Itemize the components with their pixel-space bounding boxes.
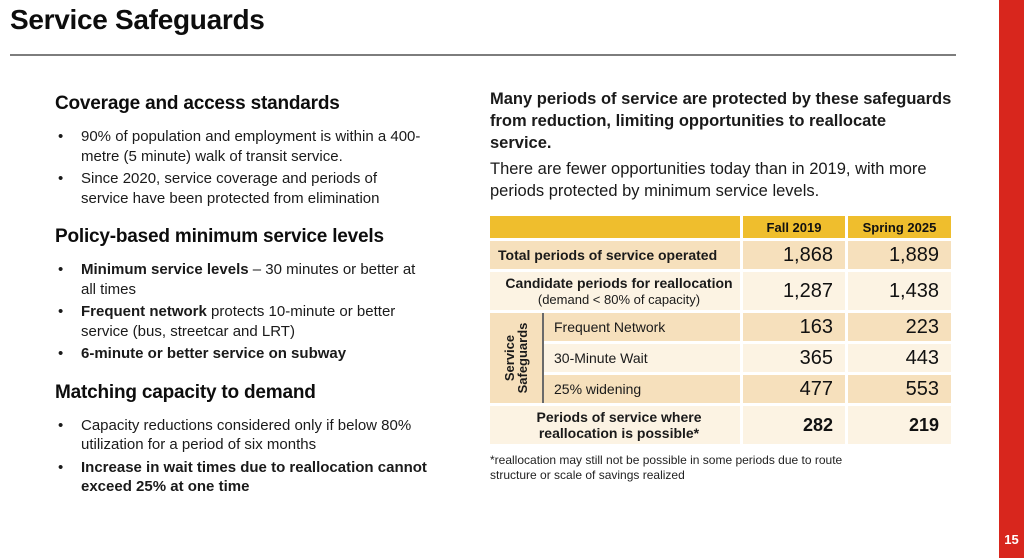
- bullet-item: Minimum service levels – 30 minutes or b…: [55, 260, 427, 299]
- row-candidate-periods: Candidate periods for reallocation (dema…: [490, 272, 951, 310]
- row-label: Total periods of service operated: [490, 241, 740, 269]
- column-header-fall-2019: Fall 2019: [743, 216, 845, 238]
- value-spring-2025: 1,889: [848, 241, 951, 269]
- value-fall-2019: 1,287: [743, 272, 845, 310]
- bullet-list: Minimum service levels – 30 minutes or b…: [55, 260, 465, 364]
- row-reallocation-possible: Periods of service where reallocation is…: [490, 406, 951, 444]
- group-service-safeguards: Service Safeguards Frequent Network 163 …: [490, 313, 951, 403]
- group-divider-line: [542, 313, 544, 403]
- page-number: 15: [1004, 532, 1019, 547]
- group-rows: Frequent Network 163 223 30-Minute Wait …: [544, 313, 951, 403]
- accent-sidebar: 15: [999, 0, 1024, 558]
- row-label: 25% widening: [544, 375, 740, 403]
- row-frequent-network: Frequent Network 163 223: [544, 313, 951, 341]
- value-spring-2025: 443: [848, 344, 951, 372]
- row-label: Periods of service where reallocation is…: [490, 406, 740, 444]
- table-footnote: *reallocation may still not be possible …: [490, 453, 843, 482]
- row-label: Frequent Network: [544, 313, 740, 341]
- row-label: 30-Minute Wait: [544, 344, 740, 372]
- value-spring-2025: 1,438: [848, 272, 951, 310]
- section-heading: Matching capacity to demand: [55, 381, 316, 403]
- row-25-percent-widening: 25% widening 477 553: [544, 375, 951, 403]
- page-title: Service Safeguards: [10, 4, 265, 35]
- row-30-minute-wait: 30-Minute Wait 365 443: [544, 344, 951, 372]
- group-rotated-label-cell: Service Safeguards: [490, 313, 542, 403]
- row-total-periods: Total periods of service operated 1,868 …: [490, 241, 951, 269]
- value-fall-2019: 282: [743, 406, 845, 444]
- bullet-item: Since 2020, service coverage and periods…: [55, 169, 427, 208]
- section-coverage-access: Coverage and access standards 90% of pop…: [55, 93, 465, 208]
- section-minimum-service-levels: Policy-based minimum service levels Mini…: [55, 226, 465, 364]
- bullet-item: Capacity reductions considered only if b…: [55, 416, 427, 455]
- value-fall-2019: 365: [743, 344, 845, 372]
- right-column: Many periods of service are protected by…: [490, 88, 956, 483]
- table-header-row: Fall 2019 Spring 2025: [490, 216, 951, 238]
- section-heading: Coverage and access standards: [55, 93, 340, 114]
- left-column: Coverage and access standards 90% of pop…: [55, 93, 465, 500]
- value-fall-2019: 477: [743, 375, 845, 403]
- row-label-sub: (demand < 80% of capacity): [537, 291, 701, 307]
- bullet-list: Capacity reductions considered only if b…: [55, 416, 465, 497]
- bullet-list: 90% of population and employment is with…: [55, 127, 465, 208]
- value-spring-2025: 219: [848, 406, 951, 444]
- value-fall-2019: 1,868: [743, 241, 845, 269]
- bullet-item: 6-minute or better service on subway: [55, 344, 427, 364]
- table-corner-cell: [490, 216, 740, 238]
- lead-statement: Many periods of service are protected by…: [490, 90, 952, 152]
- bullet-item: 90% of population and employment is with…: [55, 127, 427, 166]
- value-fall-2019: 163: [743, 313, 845, 341]
- bullet-item: Increase in wait times due to reallocati…: [55, 458, 427, 497]
- row-label: Candidate periods for reallocation (dema…: [490, 272, 740, 310]
- lead-supporting-text: There are fewer opportunities today than…: [490, 160, 927, 200]
- value-spring-2025: 553: [848, 375, 951, 403]
- column-header-spring-2025: Spring 2025: [848, 216, 951, 238]
- bullet-item: Frequent network protects 10-minute or b…: [55, 302, 427, 341]
- row-label-main: Candidate periods for reallocation: [505, 275, 733, 291]
- title-divider: [10, 54, 956, 56]
- section-heading: Policy-based minimum service levels: [55, 226, 384, 247]
- group-rotated-label: Service Safeguards: [502, 322, 530, 394]
- service-periods-table: Fall 2019 Spring 2025 Total periods of s…: [490, 216, 951, 444]
- section-matching-capacity: Matching capacity to demand Capacity red…: [55, 382, 465, 497]
- value-spring-2025: 223: [848, 313, 951, 341]
